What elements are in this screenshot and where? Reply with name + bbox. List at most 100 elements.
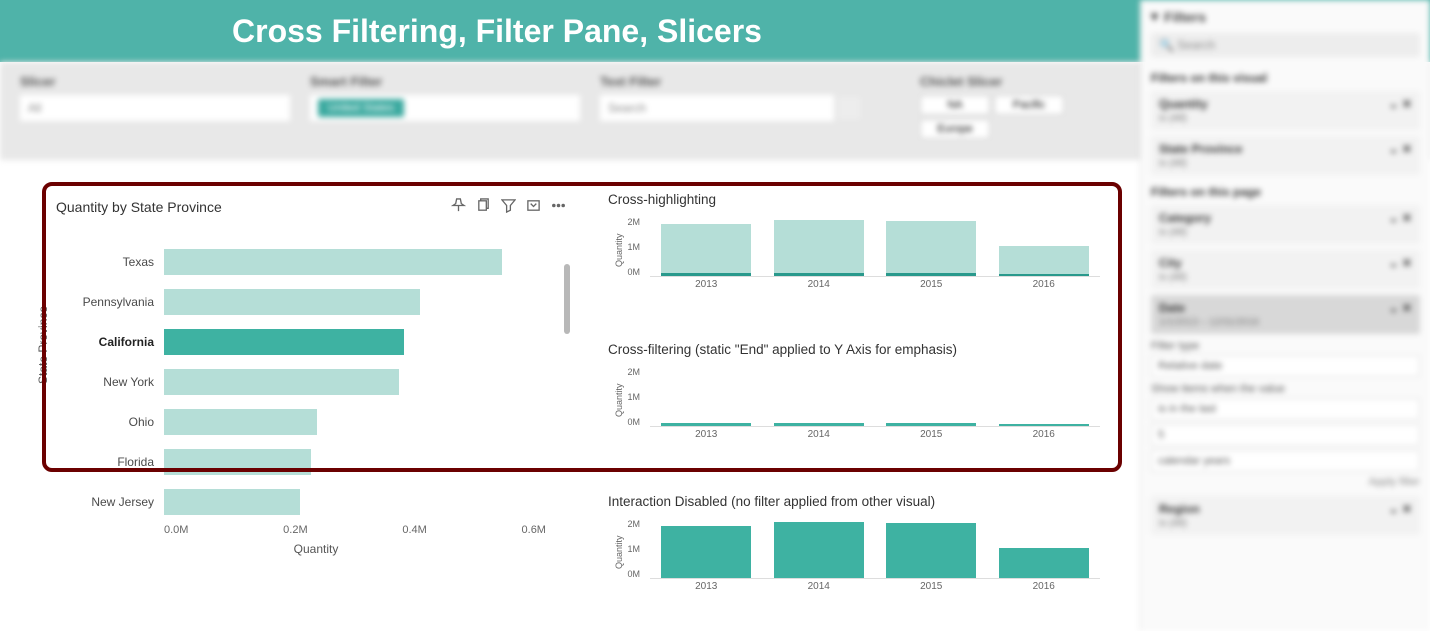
hbar-fill	[164, 449, 311, 475]
fp-filter-type-select[interactable]: Relative date	[1151, 355, 1420, 377]
mini-x-label: 2014	[808, 279, 830, 290]
mini-x-label: 2015	[920, 429, 942, 440]
hbar-track	[164, 249, 546, 275]
x-tick: 0.0M	[164, 524, 188, 536]
mini-plot: Quantity 2M 1M 0M 2013201420152016	[642, 367, 1108, 442]
filter-pane-search[interactable]: 🔍 Search	[1151, 33, 1420, 57]
cross-highlighting-chart[interactable]: Cross-highlighting Quantity 2M 1M 0M 201…	[608, 192, 1108, 292]
hbar-track	[164, 489, 546, 515]
mini-x-labels: 2013201420152016	[650, 429, 1100, 440]
quantity-by-state-chart[interactable]: Quantity by State Province State Provinc…	[56, 198, 576, 598]
y-tick: 1M	[620, 544, 640, 554]
y-axis-title: State Province	[36, 306, 50, 384]
mini-chart-title: Interaction Disabled (no filter applied …	[608, 494, 1108, 509]
fp-unit-select[interactable]: calendar years	[1151, 450, 1420, 472]
fp-card-date[interactable]: Date⌄ ✕ 1/1/2013 – 12/31/2016	[1151, 295, 1420, 334]
filter-pane-title: Filters	[1164, 9, 1206, 25]
hbar-label: California	[68, 335, 164, 349]
x-tick: 0.2M	[283, 524, 307, 536]
focus-icon[interactable]	[526, 198, 541, 216]
fp-section-page-title: Filters on this page	[1151, 185, 1420, 199]
hbar-fill	[164, 329, 404, 355]
more-icon[interactable]	[551, 198, 566, 216]
hbar-label: Pennsylvania	[68, 295, 164, 309]
copy-icon[interactable]	[476, 198, 491, 216]
x-axis-title: Quantity	[56, 542, 576, 556]
mini-x-labels: 2013201420152016	[650, 279, 1100, 290]
hbar-label: Texas	[68, 255, 164, 269]
hbar-row[interactable]: Pennsylvania	[164, 282, 546, 322]
mini-x-label: 2015	[920, 581, 942, 592]
fp-card-city[interactable]: City⌄ ✕ is (All)	[1151, 250, 1420, 289]
hbar-fill	[164, 489, 300, 515]
mini-col-overlay	[774, 273, 864, 276]
fp-card-sub: is (All)	[1159, 518, 1412, 529]
mini-plot: Quantity 2M 1M 0M 2013201420152016	[642, 519, 1108, 594]
mini-col-fill	[661, 224, 751, 277]
hbar-label: New York	[68, 375, 164, 389]
mini-x-label: 2013	[695, 279, 717, 290]
mini-col-fill	[774, 423, 864, 426]
mini-cols	[650, 367, 1100, 427]
mini-x-label: 2014	[808, 581, 830, 592]
hbar-rows: TexasPennsylvaniaCaliforniaNew YorkOhioF…	[164, 242, 546, 522]
fp-card-title-text: Category	[1159, 211, 1211, 225]
mini-col-fill	[661, 526, 751, 579]
y-tick: 2M	[620, 217, 640, 227]
hbar-row[interactable]: Florida	[164, 442, 546, 482]
mini-y-ticks: 2M 1M 0M	[620, 367, 640, 427]
fp-card-region[interactable]: Region⌄ ✕ is (All)	[1151, 496, 1420, 535]
mini-col-fill	[886, 221, 976, 276]
x-axis-ticks: 0.0M 0.2M 0.4M 0.6M	[164, 524, 546, 536]
text-filter-search-button[interactable]	[838, 97, 860, 119]
interaction-disabled-chart[interactable]: Interaction Disabled (no filter applied …	[608, 494, 1108, 594]
slicer-block: Slicer All	[20, 74, 290, 160]
fp-card-state[interactable]: State Province⌄ ✕ is (All)	[1151, 136, 1420, 175]
hbar-fill	[164, 369, 399, 395]
hbar-row[interactable]: New York	[164, 362, 546, 402]
mini-col-fill	[661, 423, 751, 426]
fp-op-select[interactable]: is in the last	[1151, 398, 1420, 420]
filter-icon: ▾	[1151, 8, 1158, 25]
hbar-label: Ohio	[68, 415, 164, 429]
slicer-dropdown[interactable]: All	[20, 95, 290, 121]
hbar-row[interactable]: Texas	[164, 242, 546, 282]
fp-count-input[interactable]: 5	[1151, 424, 1420, 446]
fp-card-title-text: Quantity	[1159, 97, 1208, 111]
chiclet-slicer-block: Chiclet Slicer NA Pacific Europe	[920, 74, 1120, 160]
filter-icon[interactable]	[501, 198, 516, 216]
chiclet-item[interactable]: Europe	[920, 119, 990, 139]
text-filter-input[interactable]: Search	[600, 95, 834, 121]
smart-filter-label: Smart Filter	[310, 74, 580, 89]
cross-filtering-chart[interactable]: Cross-filtering (static "End" applied to…	[608, 342, 1108, 442]
mini-x-label: 2014	[808, 429, 830, 440]
fp-card-quantity[interactable]: Quantity⌄ ✕ is (All)	[1151, 91, 1420, 130]
chiclet-slicer-label: Chiclet Slicer	[920, 74, 1120, 89]
mini-chart-title: Cross-filtering (static "End" applied to…	[608, 342, 1108, 357]
hbar-row[interactable]: Ohio	[164, 402, 546, 442]
mini-cols	[650, 217, 1100, 277]
mini-y-ticks: 2M 1M 0M	[620, 519, 640, 579]
mini-col-overlay	[999, 274, 1089, 276]
mini-x-label: 2016	[1033, 429, 1055, 440]
smart-filter-chip[interactable]: United States	[318, 99, 404, 117]
fp-card-sub: 1/1/2013 – 12/31/2016	[1159, 317, 1412, 328]
chart-scrollbar[interactable]	[564, 264, 570, 334]
fp-apply-filter[interactable]: Apply filter	[1151, 476, 1420, 488]
y-tick: 0M	[620, 267, 640, 277]
chiclet-item[interactable]: NA	[920, 95, 990, 115]
pin-icon[interactable]	[451, 198, 466, 216]
hbar-row[interactable]: New Jersey	[164, 482, 546, 522]
y-tick: 2M	[620, 519, 640, 529]
hbar-label: New Jersey	[68, 495, 164, 509]
hbar-fill	[164, 409, 317, 435]
chiclet-item[interactable]: Pacific	[994, 95, 1064, 115]
fp-card-title-text: Date	[1159, 301, 1185, 315]
y-tick: 1M	[620, 392, 640, 402]
smart-filter-input[interactable]: United States	[310, 95, 580, 121]
x-tick: 0.6M	[522, 524, 546, 536]
text-filter-placeholder: Search	[608, 101, 646, 115]
hbar-row[interactable]: California	[164, 322, 546, 362]
filter-pane: ▾ Filters 🔍 Search Filters on this visua…	[1140, 0, 1430, 631]
fp-card-category[interactable]: Category⌄ ✕ is (All)	[1151, 205, 1420, 244]
